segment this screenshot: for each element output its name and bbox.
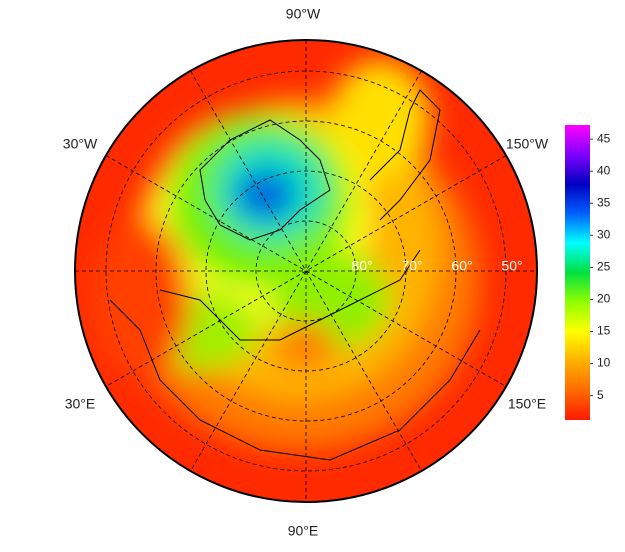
meridian-line	[105, 155, 507, 387]
latitude-labels: 80° 70° 60° 50°	[351, 258, 522, 274]
lat-label: 60°	[451, 258, 472, 274]
lon-label: 30°E	[65, 396, 96, 412]
graticule	[75, 40, 537, 502]
colorbar-tick-label: 10	[597, 356, 611, 370]
longitude-labels: 90°W 30°W 150°W 30°E 150°E 90°E	[63, 6, 549, 539]
lon-label: 90°E	[288, 523, 319, 539]
lat-label: 70°	[401, 258, 422, 274]
colorbar-tick-label: 45	[597, 131, 611, 145]
latitude-circle	[155, 120, 457, 422]
map-boundary	[74, 39, 538, 503]
colorbar-tick-label: 5	[597, 388, 604, 402]
lon-label: 150°W	[506, 136, 549, 152]
colorbar: 5 10 15 20 25 30 35 40 45	[565, 125, 611, 420]
lat-label: 50°	[501, 258, 522, 274]
coastlines	[109, 89, 481, 461]
colorbar-tick-label: 15	[597, 324, 611, 338]
colorbar-tick-label: 20	[597, 292, 611, 306]
latitude-circle	[255, 220, 357, 322]
lat-label: 80°	[351, 258, 372, 274]
latitude-circle	[205, 170, 407, 372]
latitude-circle	[105, 70, 507, 472]
colorbar-tick-label: 35	[597, 195, 611, 209]
colorbar-tick-label: 40	[597, 163, 611, 177]
lon-label: 150°E	[508, 396, 546, 412]
lon-label: 90°W	[286, 6, 321, 22]
lon-label: 30°W	[63, 136, 98, 152]
colorbar-tick-label: 25	[597, 260, 611, 274]
colorbar-ramp	[565, 125, 590, 420]
map-field	[75, 40, 537, 502]
colorbar-tick-label: 30	[597, 227, 611, 241]
